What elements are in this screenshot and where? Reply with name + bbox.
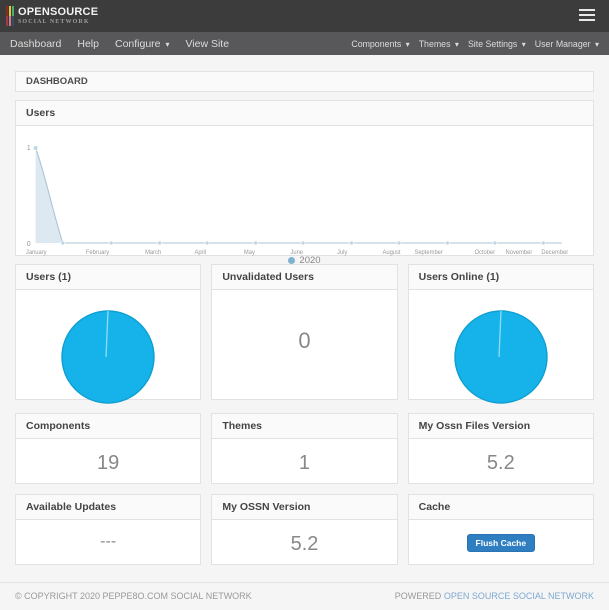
svg-text:April: April: [195, 250, 207, 256]
svg-text:January: January: [26, 250, 47, 256]
svg-text:0: 0: [27, 241, 31, 248]
svg-text:November: November: [506, 250, 533, 256]
svg-text:June: June: [290, 250, 303, 256]
svg-text:July: July: [337, 250, 347, 256]
svg-text:October: October: [475, 250, 496, 256]
svg-text:August: August: [382, 250, 400, 256]
svg-text:September: September: [414, 250, 442, 256]
svg-text:March: March: [145, 250, 161, 256]
svg-text:December: December: [541, 250, 568, 256]
svg-text:February: February: [86, 250, 109, 256]
svg-text:1: 1: [27, 145, 31, 152]
svg-text:May: May: [244, 250, 255, 256]
